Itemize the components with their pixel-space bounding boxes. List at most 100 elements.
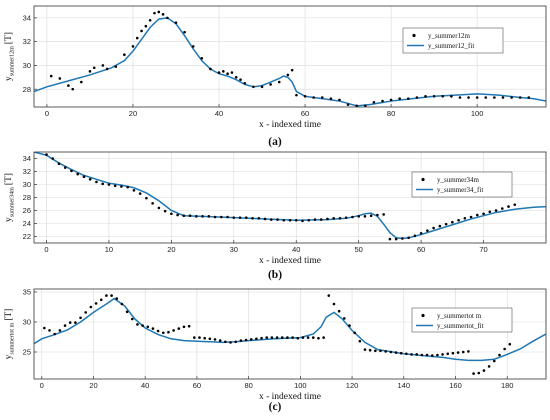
data-point [101,182,104,186]
data-point [451,220,454,224]
x-tick-label: 70 [479,245,487,254]
data-point [172,329,175,332]
y-axis-unit: [T] [4,173,14,185]
data-point [203,336,206,340]
data-point [57,162,61,165]
panel-label: (b) [268,269,282,281]
data-point [195,215,198,218]
data-point [301,219,304,223]
data-point [269,218,273,221]
data-point [43,326,46,330]
x-tick-label: 60 [193,381,201,390]
data-point [174,21,178,24]
y-axis-unit: [T] [4,309,14,321]
data-point [344,216,348,219]
data-point [401,237,404,240]
data-point [249,338,253,341]
data-point [399,351,403,355]
data-point [461,350,465,354]
data-point [413,234,417,238]
data-point [153,11,156,15]
y-tick-label: 32 [23,167,31,176]
data-point [70,169,73,173]
data-point [157,206,161,210]
x-tick-label: 140 [398,381,411,390]
data-point [357,215,360,218]
data-point [450,95,453,98]
data-point [187,324,191,328]
data-point [482,212,485,216]
y-tick-label: 28 [23,193,31,202]
data-point [114,65,118,68]
y-tick-label: 24 [23,219,31,228]
data-point [438,224,442,228]
data-point [113,184,117,188]
data-point [208,337,212,341]
data-point [251,217,254,220]
x-tick-label: 40 [215,109,223,118]
data-point [182,325,186,329]
legend-marker-points [412,33,416,38]
data-point [166,16,169,20]
data-point [275,336,279,339]
y-axis-label-main: y [4,76,14,81]
data-point [407,97,410,100]
data-point [68,321,72,324]
data-point [463,217,467,220]
data-point [92,66,96,70]
data-point [482,369,486,372]
legend: y_summer34m y_summer34_fit [411,171,513,198]
data-point [346,103,350,106]
data-point [527,96,531,99]
legend-box [411,307,513,333]
data-point [105,67,109,71]
data-point [130,317,134,321]
data-point [101,64,105,67]
data-point [426,229,429,232]
data-point [63,166,67,169]
x-tick-label: 40 [292,245,300,254]
data-point [432,95,436,98]
data-point [226,215,229,219]
legend-label-fit: y_summer34_fit [437,186,483,194]
data-point [218,339,222,342]
x-tick-label: 20 [167,245,175,254]
y-axis-label: ysummer12m [T] [4,32,16,81]
data-point [132,189,136,192]
data-point [493,96,496,99]
x-tick-label: 160 [449,381,462,390]
data-point [244,216,248,219]
data-point [67,84,70,87]
data-point [372,100,376,104]
data-point [326,217,329,221]
x-tick-label: 180 [501,381,514,390]
panel-label: (a) [268,136,282,148]
data-point [286,73,290,77]
data-point [201,215,204,218]
data-point [419,231,423,235]
y-axis-label-sub: summer34m [10,187,16,217]
x-tick-label: 20 [89,381,97,390]
data-point [229,341,232,344]
data-point [441,95,445,98]
y-tick-label: 30 [23,318,31,327]
y-axis-label-sub: summertot m [10,322,16,354]
data-point [451,351,455,355]
data-point [338,217,342,220]
data-point [507,205,510,208]
x-axis-label: x - indexed time [259,392,321,402]
data-point [53,332,56,336]
axes-frame [33,151,547,244]
legend-marker-points [421,313,425,318]
data-point [49,74,53,78]
legend-label-points: y_summer34m [437,176,480,184]
data-point [88,70,92,73]
data-point [230,71,234,74]
x-axis-label: x - indexed time [259,120,321,130]
data-point [291,336,294,339]
data-point [296,336,300,340]
data-point [58,77,62,80]
data-point [255,337,258,341]
data-point [200,56,204,60]
data-point [45,153,48,156]
